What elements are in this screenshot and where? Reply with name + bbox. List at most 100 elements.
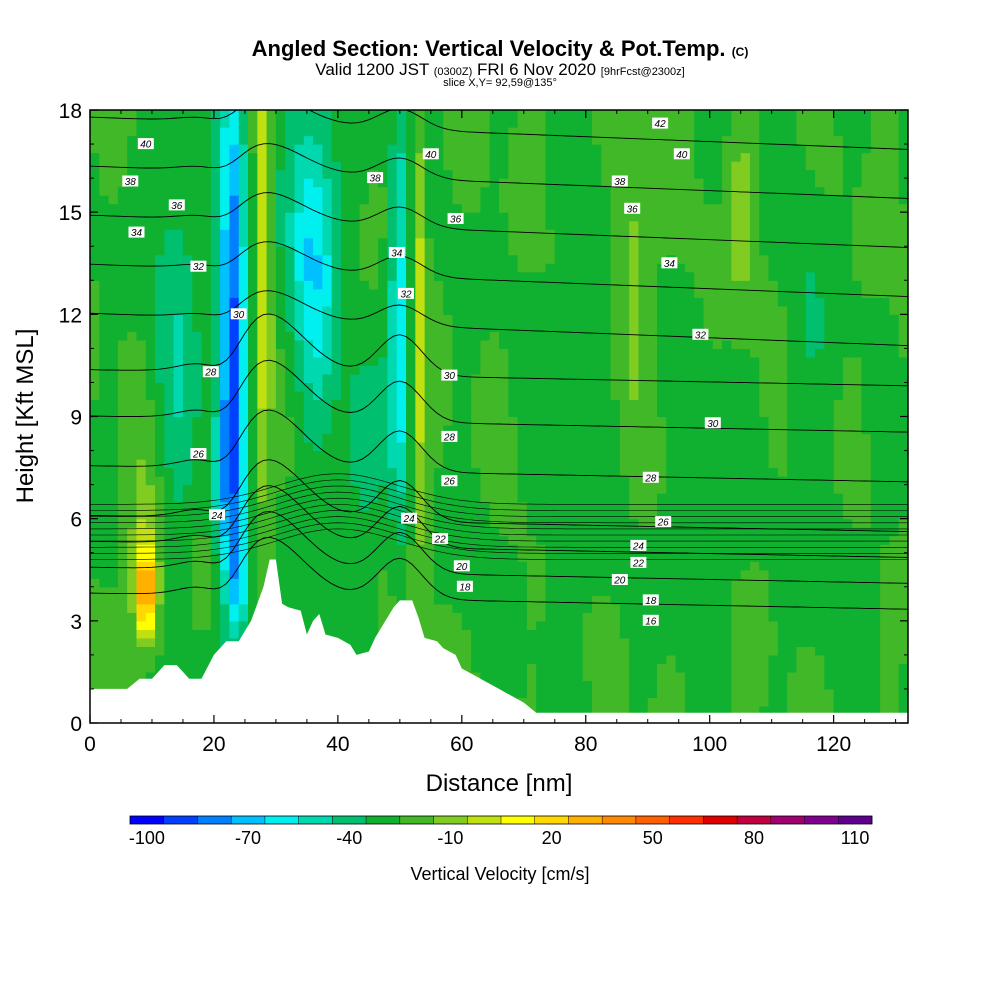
velocity-cell	[452, 399, 463, 409]
velocity-cell	[601, 671, 612, 682]
velocity-cell	[703, 161, 714, 171]
velocity-cell	[313, 297, 323, 307]
velocity-cell	[155, 459, 165, 469]
velocity-cell	[694, 612, 705, 622]
velocity-cell	[703, 671, 714, 682]
velocity-cell	[610, 450, 621, 460]
velocity-cell	[173, 416, 184, 426]
velocity-cell	[192, 246, 203, 256]
velocity-cell	[489, 382, 500, 392]
velocity-cell	[257, 425, 268, 435]
velocity-cell	[127, 152, 138, 162]
velocity-cell	[90, 212, 100, 222]
velocity-cell	[499, 510, 509, 520]
velocity-cell	[396, 271, 407, 281]
velocity-cell	[675, 637, 686, 647]
velocity-cell	[229, 246, 240, 256]
velocity-cell	[201, 373, 212, 384]
velocity-cell	[266, 382, 277, 392]
velocity-cell	[619, 118, 630, 128]
velocity-cell	[164, 399, 175, 409]
velocity-cell	[601, 569, 612, 579]
velocity-cell	[303, 586, 314, 596]
velocity-cell	[248, 467, 258, 477]
velocity-cell	[433, 493, 444, 503]
velocity-cell	[331, 118, 342, 128]
velocity-cell	[452, 178, 463, 188]
velocity-cell	[415, 425, 426, 435]
velocity-cell	[666, 271, 677, 281]
velocity-cell	[136, 612, 147, 622]
velocity-cell	[666, 314, 677, 324]
velocity-cell	[396, 442, 407, 452]
velocity-cell	[127, 271, 138, 281]
velocity-cell	[145, 629, 156, 639]
velocity-cell	[564, 169, 574, 179]
velocity-cell	[433, 390, 444, 401]
velocity-cell	[731, 578, 742, 588]
velocity-cell	[238, 280, 249, 290]
velocity-cell	[564, 680, 574, 690]
velocity-cell	[173, 518, 184, 528]
velocity-cell	[610, 493, 621, 503]
velocity-cell	[433, 110, 444, 120]
velocity-cell	[712, 586, 723, 596]
velocity-cell	[220, 535, 231, 545]
velocity-cell	[619, 450, 630, 460]
velocity-cell	[322, 161, 333, 171]
velocity-cell	[210, 467, 221, 477]
velocity-cell	[192, 501, 203, 511]
velocity-cell	[322, 365, 333, 375]
velocity-cell	[433, 365, 444, 375]
velocity-cell	[229, 501, 240, 511]
velocity-cell	[238, 390, 249, 401]
velocity-cell	[285, 118, 296, 128]
velocity-cell	[461, 629, 472, 639]
velocity-cell	[313, 203, 323, 213]
velocity-cell	[629, 399, 640, 409]
velocity-cell	[266, 246, 277, 256]
velocity-cell	[647, 365, 658, 375]
velocity-cell	[536, 688, 547, 699]
velocity-cell	[666, 688, 677, 699]
velocity-cell	[489, 365, 500, 375]
velocity-cell	[666, 459, 677, 469]
velocity-cell	[294, 254, 305, 264]
velocity-cell	[378, 212, 389, 222]
velocity-cell	[526, 535, 537, 545]
velocity-cell	[164, 254, 175, 264]
velocity-cell	[564, 399, 574, 409]
velocity-cell	[647, 297, 658, 307]
velocity-cell	[480, 620, 491, 630]
velocity-cell	[155, 450, 165, 460]
velocity-cell	[619, 305, 630, 315]
velocity-cell	[396, 416, 407, 426]
velocity-cell	[638, 229, 649, 239]
velocity-cell	[145, 476, 156, 486]
velocity-cell	[238, 152, 249, 162]
velocity-cell	[638, 237, 649, 247]
velocity-cell	[90, 671, 100, 682]
velocity-cell	[173, 110, 184, 120]
velocity-cell	[722, 578, 732, 588]
velocity-cell	[629, 229, 640, 239]
velocity-cell	[712, 476, 723, 486]
velocity-cell	[117, 152, 128, 162]
velocity-cell	[378, 476, 389, 486]
velocity-cell	[155, 152, 165, 162]
velocity-cell	[517, 246, 528, 256]
velocity-cell	[229, 416, 240, 426]
velocity-cell	[387, 212, 398, 222]
velocity-cell	[378, 271, 389, 281]
velocity-cell	[406, 280, 416, 290]
velocity-cell	[573, 518, 584, 528]
velocity-cell	[378, 467, 389, 477]
velocity-cell	[173, 212, 184, 222]
velocity-cell	[629, 407, 640, 418]
velocity-cell	[378, 484, 389, 494]
velocity-cell	[173, 263, 184, 273]
velocity-cell	[108, 637, 119, 647]
velocity-cell	[406, 152, 416, 162]
velocity-cell	[712, 467, 723, 477]
velocity-cell	[573, 637, 584, 647]
